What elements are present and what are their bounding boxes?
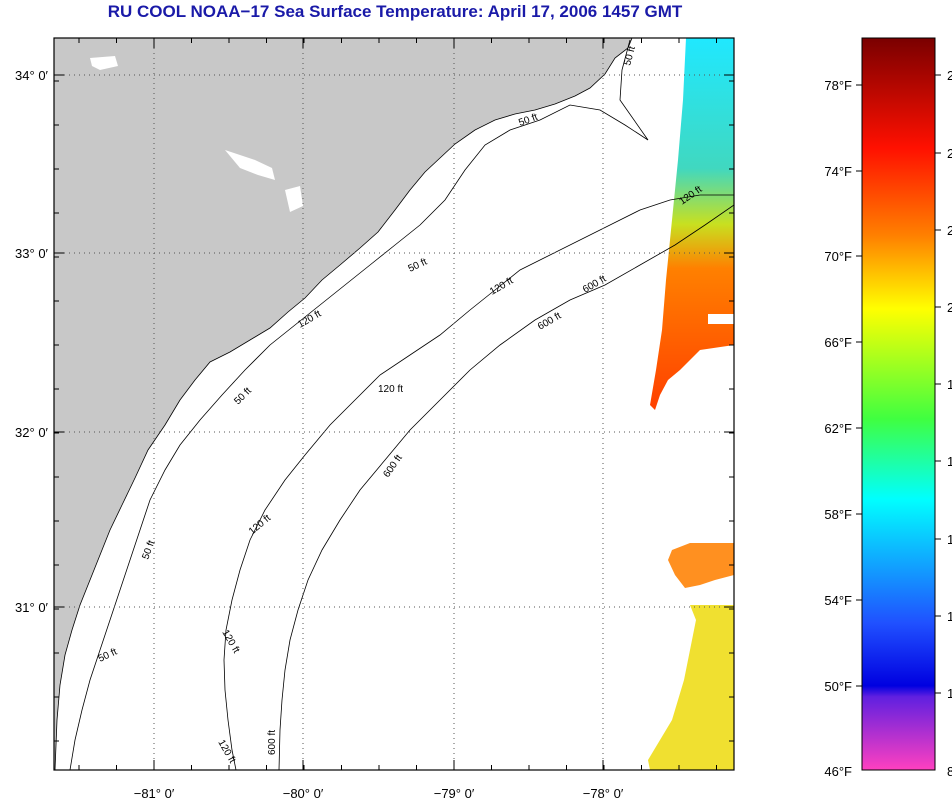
contour-600ft	[278, 204, 734, 770]
fahrenheit-label: 46°F	[824, 764, 852, 779]
contour-50ft	[69, 39, 649, 770]
cloud-gap	[708, 314, 734, 324]
latitude-label: 34° 0′	[15, 68, 49, 83]
land-area	[54, 38, 633, 770]
contour-120ft	[223, 194, 734, 770]
contour-label: 600 ft	[267, 730, 278, 755]
fahrenheit-label: 66°F	[824, 335, 852, 350]
fahrenheit-label: 74°F	[824, 164, 852, 179]
celsius-label: 16°C	[947, 454, 952, 469]
latitude-label: 33° 0′	[15, 246, 49, 261]
celsius-label: 22°C	[947, 223, 952, 238]
longitude-label: −81° 0′	[134, 786, 175, 801]
sst-strip-south-orange	[668, 543, 734, 588]
map-title: RU COOL NOAA−17 Sea Surface Temperature:…	[107, 2, 683, 21]
fahrenheit-label: 54°F	[824, 593, 852, 608]
longitude-label: −79° 0′	[434, 786, 475, 801]
fahrenheit-label: 70°F	[824, 249, 852, 264]
celsius-label: 18°C	[947, 377, 952, 392]
contour-label: 120 ft	[378, 384, 403, 395]
colorbar	[861, 37, 936, 771]
lake	[285, 186, 303, 212]
fahrenheit-label: 62°F	[824, 421, 852, 436]
fahrenheit-label: 78°F	[824, 78, 852, 93]
longitude-label: −80° 0′	[283, 786, 324, 801]
sst-strip-south-yellow	[648, 605, 734, 770]
fahrenheit-label: 50°F	[824, 679, 852, 694]
celsius-label: 20°C	[947, 300, 952, 315]
colorbar-ticks: 78°F 74°F 70°F 66°F 62°F 58°F 54°F 50°F 46°F 26°C…	[824, 68, 952, 779]
contour-label: 50 ft	[622, 45, 638, 67]
longitude-label: −78° 0′	[583, 786, 624, 801]
celsius-label: 12°C	[947, 609, 952, 624]
celsius-label: 14°C	[947, 532, 952, 547]
graticule	[54, 38, 734, 770]
latitude-label: 31° 0′	[15, 600, 49, 615]
celsius-label: 10°C	[947, 686, 952, 701]
map-frame	[53, 37, 735, 771]
celsius-label: 24°C	[947, 146, 952, 161]
axis-labels: 34° 0′ 33° 0′ 32° 0′ 31° 0′ −81° 0′ −80° 0′ −7…	[15, 68, 624, 801]
latitude-label: 32° 0′	[15, 425, 49, 440]
lake	[90, 56, 118, 70]
celsius-label: 26°C	[947, 68, 952, 83]
fahrenheit-label: 58°F	[824, 507, 852, 522]
lake	[225, 150, 275, 180]
celsius-label: 8°C	[947, 764, 952, 779]
